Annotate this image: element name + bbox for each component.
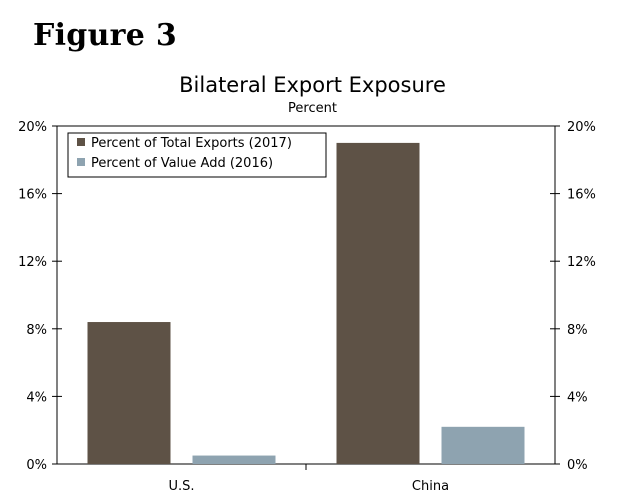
y-tick-label-left: 8%: [26, 323, 47, 338]
y-tick-label-right: 0%: [567, 458, 588, 473]
legend-box: [67, 132, 327, 178]
y-tick-label-left: 12%: [18, 255, 47, 270]
y-tick-label-right: 16%: [567, 188, 596, 203]
y-tick-label-left: 16%: [18, 188, 47, 203]
bar-value-add-1: [441, 426, 525, 464]
legend: Percent of Total Exports (2017) Percent o…: [67, 132, 327, 178]
y-tick-label-right: 12%: [567, 255, 596, 270]
x-tick-label: U.S.: [168, 479, 194, 494]
y-tick-label-left: 4%: [26, 390, 47, 405]
figure-label: Figure 3: [33, 18, 178, 53]
y-tick-label-right: 8%: [567, 323, 588, 338]
legend-swatch: [77, 158, 85, 166]
legend-label: Percent of Total Exports (2017): [91, 136, 292, 151]
bar-total-exports-1: [336, 142, 420, 464]
x-tick-label: China: [412, 479, 449, 494]
y-tick-label-left: 0%: [26, 458, 47, 473]
chart-subtitle: Percent: [288, 101, 337, 116]
y-tick-label-right: 4%: [567, 390, 588, 405]
bar-value-add-0: [192, 455, 276, 464]
bar-total-exports-0: [87, 322, 171, 464]
legend-label: Percent of Value Add (2016): [91, 156, 273, 171]
chart-title: Bilateral Export Exposure: [179, 73, 446, 97]
legend-swatch: [77, 138, 85, 146]
y-tick-label-left: 20%: [18, 120, 47, 135]
y-tick-label-right: 20%: [567, 120, 596, 135]
